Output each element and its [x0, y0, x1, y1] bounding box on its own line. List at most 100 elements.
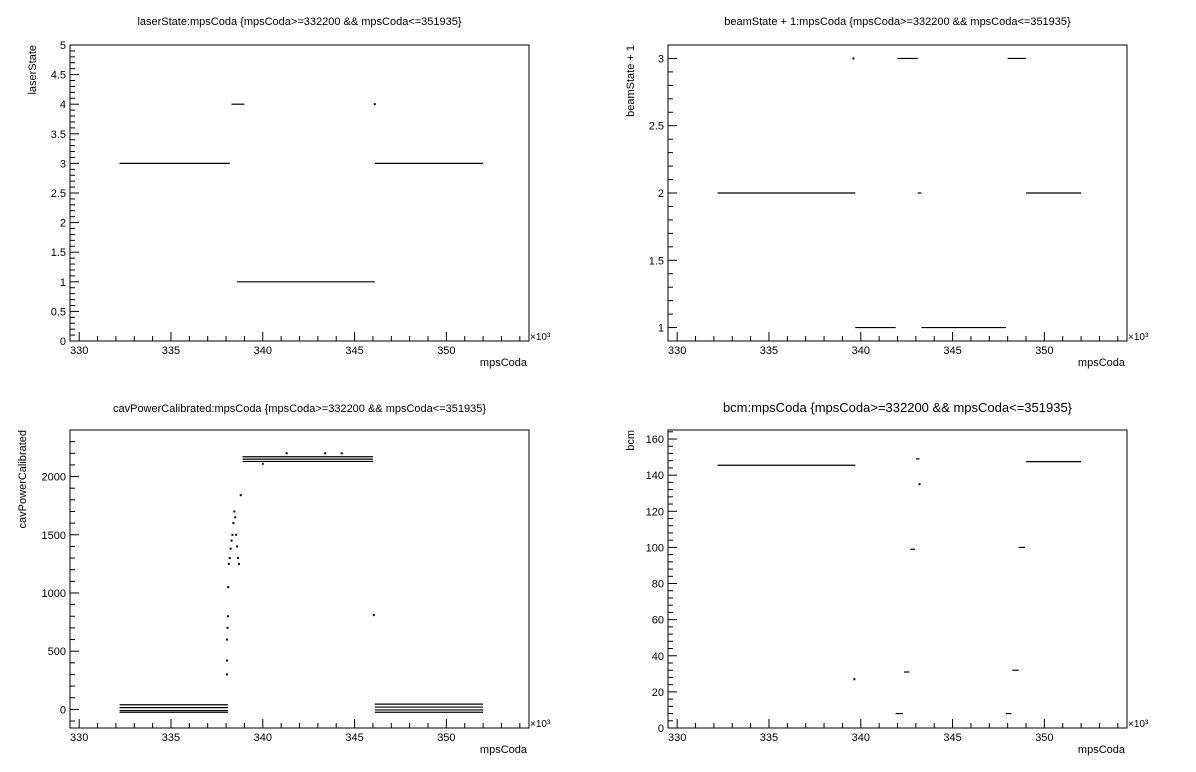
y-tick-label: 2.5 [51, 188, 66, 200]
y-tick-label: 20 [652, 687, 664, 699]
chart-title: laserState:mpsCoda {mpsCoda>=332200 && m… [137, 16, 461, 28]
x-tick-label: 335 [760, 732, 778, 744]
data-point [324, 452, 327, 455]
y-tick-label: 0 [60, 336, 66, 348]
data-point [226, 626, 229, 629]
x-tick-label: 335 [760, 345, 778, 357]
y-tick-label: 0 [60, 704, 66, 716]
x-axis-label: mpsCoda [1078, 357, 1126, 369]
y-tick-label: 4.5 [51, 70, 66, 82]
data-point [285, 452, 288, 455]
data-point [227, 586, 230, 589]
x-tick-label: 330 [668, 732, 686, 744]
chart-title: cavPowerCalibrated:mpsCoda {mpsCoda>=332… [113, 403, 486, 415]
data-point [918, 483, 921, 486]
data-point [236, 557, 239, 560]
y-tick-label: 5 [60, 40, 66, 52]
x-tick-label: 335 [162, 345, 180, 357]
y-tick-label: 160 [646, 434, 664, 446]
data-point [226, 615, 229, 618]
y-tick-label: 2 [60, 218, 66, 230]
data-point [231, 533, 234, 536]
y-tick-label: 3 [60, 158, 66, 170]
x-tick-label: 350 [1035, 732, 1053, 744]
y-axis-label: bcm [625, 430, 637, 451]
x-axis-label: mpsCoda [480, 744, 528, 756]
x-tick-label: 330 [70, 732, 88, 744]
x-tick-label: 335 [162, 732, 180, 744]
data-point [853, 678, 856, 681]
x-tick-label: 340 [852, 345, 870, 357]
plot-frame [69, 44, 530, 342]
x-tick-label: 340 [254, 732, 272, 744]
y-tick-label: 40 [652, 651, 664, 663]
x-tick-label: 345 [345, 732, 363, 744]
data-point [237, 562, 240, 565]
data-point [372, 614, 375, 617]
y-tick-label: 1.5 [51, 247, 66, 259]
data-point [228, 557, 231, 560]
x-tick-label: 345 [943, 345, 961, 357]
x-axis-multiplier: ×10³ [1128, 719, 1149, 730]
plot-panel: beamState + 1:mpsCoda {mpsCoda>=332200 &… [625, 16, 1149, 369]
y-axis-label: beamState + 1 [625, 45, 637, 117]
data-point [236, 545, 239, 548]
data-point [340, 452, 343, 455]
data-point [230, 539, 233, 542]
y-axis-label: cavPowerCalibrated [17, 430, 29, 528]
y-tick-label: 3 [658, 53, 664, 65]
y-tick-label: 2.5 [649, 121, 664, 133]
plot-frame [667, 429, 1128, 729]
y-tick-label: 80 [652, 579, 664, 591]
chart-title: bcm:mpsCoda {mpsCoda>=332200 && mpsCoda<… [723, 400, 1073, 415]
x-tick-label: 345 [943, 732, 961, 744]
x-axis-multiplier: ×10³ [530, 719, 551, 730]
data-point [225, 638, 228, 641]
x-tick-label: 330 [668, 345, 686, 357]
y-tick-label: 0.5 [51, 306, 66, 318]
x-tick-label: 330 [70, 345, 88, 357]
y-tick-label: 0 [658, 723, 664, 735]
y-tick-label: 2 [658, 188, 664, 200]
x-axis-multiplier: ×10³ [530, 332, 551, 343]
y-tick-label: 1000 [42, 588, 66, 600]
y-tick-label: 3.5 [51, 129, 66, 141]
y-tick-label: 1 [658, 323, 664, 335]
y-tick-label: 1500 [42, 530, 66, 542]
data-point [229, 547, 232, 550]
data-point [234, 516, 237, 519]
y-tick-label: 1.5 [649, 255, 664, 267]
data-point [225, 673, 228, 676]
data-point [232, 522, 235, 525]
plot-frame [69, 429, 530, 729]
data-point [261, 462, 264, 465]
y-tick-label: 2000 [42, 472, 66, 484]
x-tick-label: 340 [254, 345, 272, 357]
x-tick-label: 340 [852, 732, 870, 744]
data-point [852, 57, 855, 60]
plot-panel: bcm:mpsCoda {mpsCoda>=332200 && mpsCoda<… [625, 400, 1149, 756]
chart-title: beamState + 1:mpsCoda {mpsCoda>=332200 &… [724, 16, 1071, 28]
plot-panel: cavPowerCalibrated:mpsCoda {mpsCoda>=332… [17, 403, 551, 756]
data-point [227, 562, 230, 565]
y-tick-label: 100 [646, 542, 664, 554]
y-tick-label: 1 [60, 277, 66, 289]
x-axis-label: mpsCoda [480, 357, 528, 369]
x-tick-label: 350 [1035, 345, 1053, 357]
data-point [373, 103, 376, 106]
y-tick-label: 60 [652, 615, 664, 627]
data-point [225, 659, 228, 662]
x-axis-label: mpsCoda [1078, 744, 1126, 756]
x-tick-label: 350 [437, 732, 455, 744]
y-axis-label: laserState [27, 45, 39, 95]
data-point [239, 494, 242, 497]
data-point [233, 510, 236, 513]
plot-panel: laserState:mpsCoda {mpsCoda>=332200 && m… [27, 16, 551, 369]
y-tick-label: 140 [646, 470, 664, 482]
x-tick-label: 350 [437, 345, 455, 357]
y-tick-label: 4 [60, 99, 66, 111]
x-axis-multiplier: ×10³ [1128, 332, 1149, 343]
data-point [235, 533, 238, 536]
x-tick-label: 345 [345, 345, 363, 357]
